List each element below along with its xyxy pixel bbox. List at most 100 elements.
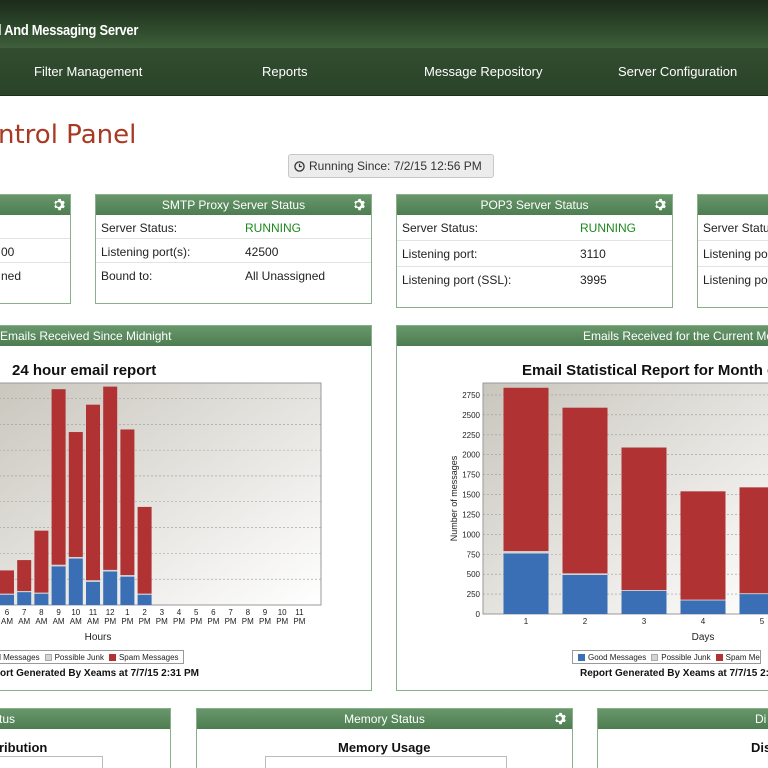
bar-segment-possible-junk	[503, 551, 549, 554]
y-tick-label: 0	[476, 610, 481, 619]
panel-header: SMTP Proxy Server Status	[96, 195, 371, 215]
x-tick-label: 5	[760, 617, 765, 626]
panel-header	[0, 195, 70, 215]
running-since-text: Running Since: 7/2/15 12:56 PM	[309, 159, 482, 173]
bar-segment-possible-junk	[68, 556, 83, 559]
legend-junk: Possible Junk	[661, 652, 711, 662]
y-tick-label: 1750	[462, 471, 480, 480]
x-tick-label: 1	[524, 617, 529, 626]
x-tick-label: 1	[125, 608, 130, 617]
emails-month-panel: Emails Received for the Current Mo Email…	[396, 325, 768, 691]
y-tick-label: 500	[467, 570, 481, 579]
bar-segment-possible-junk	[739, 593, 768, 595]
chart-title: 24 hour email report	[12, 362, 157, 379]
panel-title: SMTP Proxy Server Status	[161, 198, 306, 212]
chart-footer: Report Generated By Xeams at 7/7/15 2:31…	[580, 668, 768, 679]
x-tick-label: PM	[225, 617, 237, 626]
x-tick-label: PM	[173, 617, 185, 626]
x-tick-label: PM	[259, 617, 271, 626]
bar-segment-spam-messages	[680, 491, 726, 600]
bar-segment-spam-messages	[0, 570, 14, 594]
legend-spam: Spam Messages	[118, 652, 179, 662]
x-tick-label: 7	[228, 608, 233, 617]
chart-legend: od Messages Possible Junk Spam Messages	[0, 650, 184, 664]
panel-title: Emails Received for the Current Mo	[583, 329, 768, 343]
y-tick-label: 2750	[462, 391, 480, 400]
gear-icon[interactable]	[352, 198, 365, 211]
x-tick-label: PM	[207, 617, 219, 626]
gear-icon[interactable]	[553, 712, 566, 725]
x-tick-label: PM	[121, 617, 133, 626]
panel-subtitle: ribution	[0, 740, 48, 755]
panel-subtitle: Memory Usage	[338, 740, 431, 755]
running-since-badge: Running Since: 7/2/15 12:56 PM	[288, 154, 494, 178]
bar-segment-spam-messages	[120, 429, 135, 576]
x-axis-label: Days	[692, 632, 715, 643]
emails-midnight-panel: Emails Received Since Midnight 24 hour e…	[0, 325, 372, 691]
x-tick-label: AM	[70, 617, 82, 626]
status-row: Server Status: RUNNING	[96, 215, 371, 239]
x-tick-label: PM	[242, 617, 254, 626]
legend-good: od Messages	[0, 652, 40, 662]
x-tick-label: 7	[22, 608, 27, 617]
status-row: ned	[1, 269, 22, 283]
y-tick-label: 2000	[462, 451, 480, 460]
bar-segment-spam-messages	[621, 447, 667, 591]
x-tick-label: PM	[139, 617, 151, 626]
bar-segment-spam-messages	[51, 389, 66, 565]
y-tick-label: 2250	[462, 431, 480, 440]
status-row: Listening port(s): 42500	[96, 239, 371, 263]
status-row	[0, 215, 70, 239]
status-row: Listening po	[698, 241, 768, 267]
hourly-chart: 6AM7AM8AM9AM10AM11AM12PM1PM2PM3PM4PM5PM6…	[0, 382, 322, 643]
x-tick-label: AM	[35, 617, 47, 626]
status-row: Server Statu	[698, 215, 768, 241]
bar-segment-good-messages	[739, 594, 768, 614]
gear-icon[interactable]	[653, 198, 666, 211]
x-tick-label: PM	[190, 617, 202, 626]
x-tick-label: 2	[142, 608, 147, 617]
bar-segment-possible-junk	[86, 580, 100, 582]
nav-server-configuration[interactable]: Server Configuration	[618, 64, 738, 79]
page-title: ntrol Panel	[0, 120, 137, 150]
nav-reports[interactable]: Reports	[262, 64, 308, 79]
bar-segment-good-messages	[621, 590, 667, 614]
x-tick-label: AM	[53, 617, 65, 626]
nav-message-repository[interactable]: Message Repository	[424, 64, 543, 79]
legend-spam: Spam Me	[725, 652, 760, 662]
x-axis-label: Hours	[85, 632, 112, 643]
bottom-left-panel: tus ribution	[0, 708, 171, 768]
chart-footer: ort Generated By Xeams at 7/7/15 2:31 PM	[0, 668, 199, 679]
panel-header: POP3 Server Status	[397, 195, 672, 215]
y-tick-label: 750	[467, 550, 481, 559]
bar-segment-good-messages	[137, 594, 152, 605]
chart-legend: Good Messages Possible Junk Spam Me	[572, 650, 761, 664]
status-row: 00	[0, 239, 70, 263]
bar-segment-possible-junk	[120, 575, 135, 577]
panel-title: Memory Status	[344, 712, 425, 726]
bar-segment-good-messages	[34, 593, 49, 605]
nav-filter-management[interactable]: Filter Management	[34, 64, 143, 79]
pop3-status-panel: POP3 Server Status Server Status: RUNNIN…	[396, 194, 673, 308]
bar-segment-possible-junk	[680, 599, 726, 601]
app-brand: l And Messaging Server	[0, 22, 139, 39]
bar-segment-possible-junk	[137, 593, 152, 595]
x-tick-label: 2	[583, 617, 588, 626]
bar-segment-spam-messages	[562, 407, 608, 574]
bar-segment-possible-junk	[17, 591, 32, 593]
main-nav: Filter Management Reports Message Reposi…	[0, 48, 768, 96]
bar-segment-possible-junk	[562, 573, 608, 575]
panel-header: Memory Status	[197, 709, 572, 729]
x-tick-label: 8	[39, 608, 44, 617]
gear-icon[interactable]	[52, 198, 65, 211]
bar-segment-good-messages	[562, 574, 608, 614]
x-tick-label: 3	[642, 617, 647, 626]
x-tick-label: 12	[106, 608, 115, 617]
bar-segment-good-messages	[68, 558, 83, 605]
panel-title: POP3 Server Status	[480, 198, 589, 212]
bar-segment-possible-junk	[103, 569, 118, 572]
x-tick-label: 10	[71, 608, 80, 617]
bar-segment-good-messages	[86, 581, 100, 605]
panel-title: tus	[0, 712, 16, 726]
panel-header	[698, 195, 768, 215]
